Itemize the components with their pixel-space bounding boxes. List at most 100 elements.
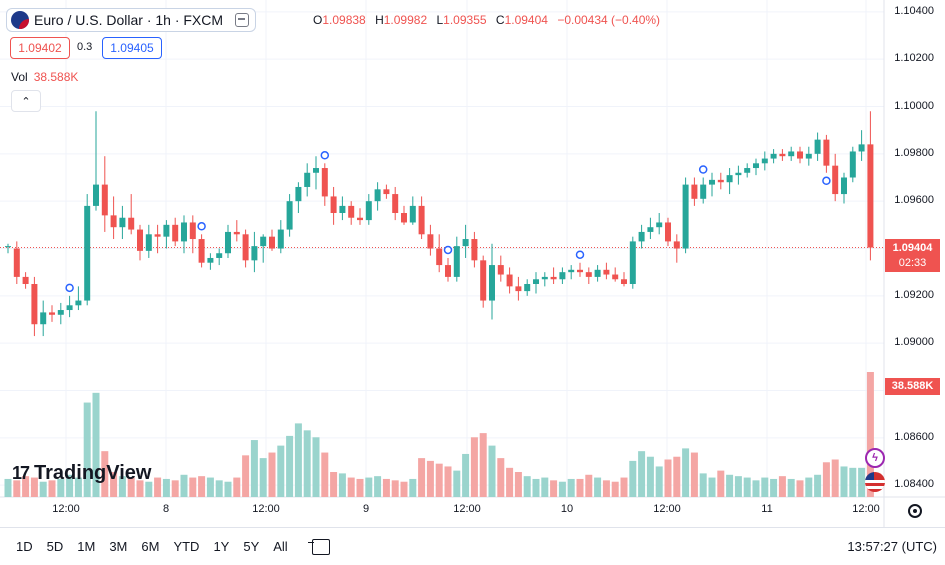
candle-body	[418, 205, 425, 235]
candle-body	[559, 272, 566, 280]
candle-body	[735, 172, 742, 176]
range-5y[interactable]: 5Y	[243, 539, 260, 554]
go-to-date-icon[interactable]	[307, 538, 330, 555]
candle-body	[163, 224, 170, 237]
price-tick-label: 1.09000	[894, 336, 934, 349]
candle-body	[84, 205, 91, 301]
volume-bar	[602, 480, 610, 497]
candle-body	[383, 189, 390, 195]
candle-body	[313, 168, 319, 173]
volume-bar	[286, 435, 294, 497]
candle-body	[409, 205, 416, 223]
candle-body	[603, 269, 610, 275]
lightning-icon[interactable]: ϟ	[865, 448, 885, 468]
volume-bar	[594, 477, 602, 497]
candle-body	[717, 179, 724, 183]
candle-body	[330, 196, 337, 213]
candle-body	[145, 234, 152, 251]
volume-bar	[761, 477, 769, 497]
event-marker	[65, 283, 74, 293]
event-marker	[197, 222, 206, 231]
volume-bar	[849, 467, 857, 497]
candle-body	[709, 179, 715, 185]
candle-body	[480, 260, 487, 301]
candle-body	[348, 205, 355, 218]
settings-gear-icon[interactable]	[908, 504, 922, 518]
us-flag-icon[interactable]	[865, 472, 885, 492]
candle-body	[612, 274, 619, 280]
volume-bar	[514, 472, 522, 497]
volume-bar	[629, 460, 637, 497]
candle-body	[726, 175, 733, 183]
candle-body	[665, 222, 671, 242]
collapse-legend-button[interactable]: ⌃	[11, 90, 41, 112]
utc-clock[interactable]: 13:57:27 (UTC)	[847, 539, 937, 554]
volume-bar	[391, 480, 399, 497]
volume-bar	[321, 452, 329, 497]
volume-bar	[567, 478, 575, 497]
volume-bar	[558, 481, 566, 497]
candle-body	[295, 186, 302, 202]
volume-bar	[638, 451, 646, 497]
candle-body	[805, 153, 812, 159]
symbol-legend[interactable]: Euro / U.S. Dollar · 1h · FXCM	[6, 8, 257, 32]
candle-body	[13, 248, 20, 277]
volume-bar	[303, 430, 311, 497]
tradingview-logo[interactable]: 17 TradingView	[12, 462, 151, 485]
buy-button[interactable]: 1.09405	[102, 37, 162, 59]
range-all[interactable]: All	[273, 539, 288, 554]
volume-bar	[470, 437, 478, 497]
range-ytd[interactable]: YTD	[173, 539, 200, 554]
volume-bar	[92, 392, 100, 497]
range-1m[interactable]: 1M	[77, 539, 96, 554]
candle-body	[277, 229, 284, 249]
volume-bar	[541, 477, 549, 497]
volume-bar	[532, 478, 540, 497]
price-tick-label: 1.10200	[894, 52, 934, 65]
candle-body	[49, 312, 55, 315]
candle-body	[357, 217, 363, 221]
candle-body	[568, 269, 575, 273]
candle-body	[788, 151, 795, 157]
candle-body	[269, 236, 275, 249]
volume-bar	[312, 437, 320, 497]
symbol-settings-icon[interactable]	[235, 13, 250, 27]
volume-bar	[4, 478, 12, 497]
volume-bar	[83, 402, 91, 497]
event-marker	[320, 151, 330, 160]
candle-body	[638, 231, 645, 242]
candle-body	[673, 241, 680, 249]
range-5d[interactable]: 5D	[46, 539, 64, 554]
range-1y[interactable]: 1Y	[213, 539, 230, 554]
candle-body	[471, 239, 478, 261]
price-tick-label: 1.09800	[894, 146, 934, 159]
chart-canvas[interactable]	[0, 0, 945, 527]
volume-bar	[13, 480, 21, 497]
candle-body	[506, 274, 513, 287]
range-3m[interactable]: 3M	[109, 539, 128, 554]
event-marker	[698, 165, 708, 174]
volume-bar	[805, 477, 813, 497]
candle-body	[744, 168, 751, 173]
change-value: −0.00434 (−0.40%)	[557, 13, 661, 27]
candle-body	[779, 153, 786, 157]
volume-bar	[778, 476, 786, 497]
candle-body	[365, 201, 372, 221]
candle-body	[339, 205, 346, 213]
sell-button[interactable]: 1.09402	[10, 37, 70, 59]
volume-bar	[479, 433, 487, 497]
candle-body	[66, 305, 73, 311]
candle-body	[647, 227, 654, 232]
candle-body	[656, 222, 663, 228]
volume-bar	[409, 478, 417, 497]
bar-countdown: 02:33	[898, 257, 927, 269]
logo-text: TradingView	[34, 462, 152, 484]
volume-bar	[611, 481, 619, 497]
candle-body	[823, 139, 830, 166]
volume-bar	[180, 474, 188, 497]
candle-body	[797, 151, 803, 159]
candle-body	[286, 201, 293, 230]
range-6m[interactable]: 6M	[141, 539, 160, 554]
candle-body	[5, 246, 11, 248]
range-1d[interactable]: 1D	[16, 539, 33, 554]
